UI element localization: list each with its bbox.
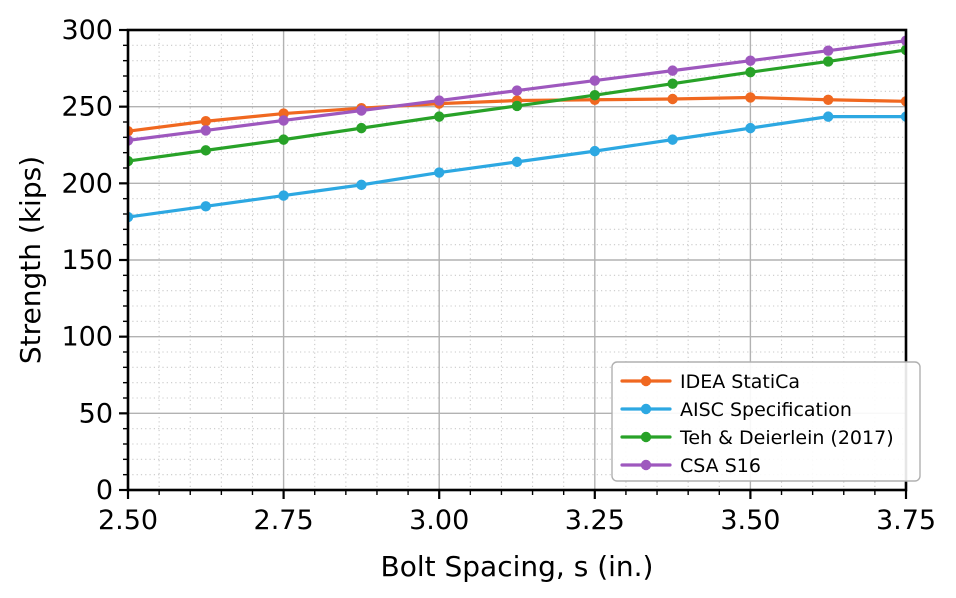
- data-point-idea-statica: [745, 92, 756, 103]
- data-point-csa-s16: [667, 65, 678, 76]
- data-point-aisc-specification: [823, 111, 834, 122]
- series-teh-deierlein-2017: [128, 44, 906, 167]
- y-tick-label: 0: [96, 475, 113, 506]
- legend: IDEA StatiCa AISC Specification Teh & Deie…: [611, 361, 921, 482]
- legend-label: Teh & Deierlein (2017): [679, 427, 894, 449]
- y-tick-label: 150: [61, 245, 113, 276]
- legend-box: [611, 361, 921, 482]
- data-point-teh-deierlein-2017: [511, 100, 523, 112]
- legend-entry-idea-statica: IDEA StatiCa: [620, 371, 800, 393]
- y-axis-label: Strength (kips): [14, 156, 47, 364]
- data-point-aisc-specification: [434, 167, 445, 178]
- x-axis-label: Bolt Spacing, s (in.): [381, 550, 654, 583]
- data-point-aisc-specification: [745, 122, 756, 134]
- legend-label: CSA S16: [680, 455, 761, 477]
- data-point-teh-deierlein-2017: [356, 122, 367, 134]
- data-point-aisc-specification: [278, 190, 289, 201]
- x-tick-label: 3.50: [720, 505, 780, 536]
- x-tick-label: 2.75: [254, 505, 314, 536]
- y-tick-label: 200: [61, 168, 113, 199]
- series-aisc-specification: [128, 111, 906, 223]
- data-point-csa-s16: [511, 85, 523, 96]
- legend-marker: [640, 431, 652, 443]
- x-tick-labels: 2.50 2.75 3.00 3.25 3.50 3.75: [98, 505, 936, 536]
- legend-label: AISC Specification: [680, 399, 852, 421]
- legend-entry-teh-deierlein-2017: Teh & Deierlein (2017): [620, 427, 894, 449]
- series-group: [128, 35, 906, 223]
- data-point-csa-s16: [745, 55, 756, 66]
- data-point-idea-statica: [667, 93, 678, 105]
- data-point-idea-statica: [200, 116, 211, 127]
- x-tick-label: 3.75: [876, 505, 936, 536]
- y-tick-label: 100: [61, 322, 113, 353]
- data-point-aisc-specification: [511, 156, 523, 168]
- data-point-csa-s16: [200, 125, 211, 136]
- data-point-teh-deierlein-2017: [589, 89, 600, 101]
- data-point-aisc-specification: [200, 201, 211, 212]
- y-tick-label: 300: [61, 15, 113, 46]
- legend-marker: [640, 403, 652, 415]
- axis-ticks: [119, 28, 908, 499]
- data-point-teh-deierlein-2017: [200, 145, 211, 156]
- data-point-teh-deierlein-2017: [434, 111, 445, 122]
- series-csa-s16: [128, 35, 906, 146]
- data-point-csa-s16: [356, 105, 367, 116]
- y-tick-label: 50: [79, 398, 113, 429]
- legend-marker: [640, 375, 652, 387]
- data-point-aisc-specification: [667, 134, 678, 145]
- data-point-aisc-specification: [356, 179, 367, 191]
- data-point-teh-deierlein-2017: [823, 56, 834, 67]
- data-point-idea-statica: [823, 94, 834, 105]
- legend-entry-csa-s16: CSA S16: [620, 455, 761, 477]
- data-point-teh-deierlein-2017: [667, 78, 678, 89]
- x-tick-label: 3.25: [565, 505, 625, 536]
- data-point-teh-deierlein-2017: [745, 66, 756, 78]
- data-point-csa-s16: [434, 95, 445, 106]
- data-point-csa-s16: [589, 75, 600, 86]
- legend-marker: [640, 459, 652, 471]
- y-tick-labels: 0 50 100 150 200 250 300: [61, 15, 113, 506]
- data-point-teh-deierlein-2017: [278, 134, 289, 145]
- x-tick-label: 2.50: [98, 505, 158, 536]
- y-tick-label: 250: [61, 92, 113, 123]
- legend-entry-aisc-specification: AISC Specification: [620, 399, 852, 421]
- x-tick-label: 3.00: [409, 505, 469, 536]
- data-point-csa-s16: [278, 115, 289, 126]
- data-point-csa-s16: [823, 45, 834, 56]
- data-point-aisc-specification: [589, 145, 600, 157]
- legend-label: IDEA StatiCa: [680, 371, 800, 393]
